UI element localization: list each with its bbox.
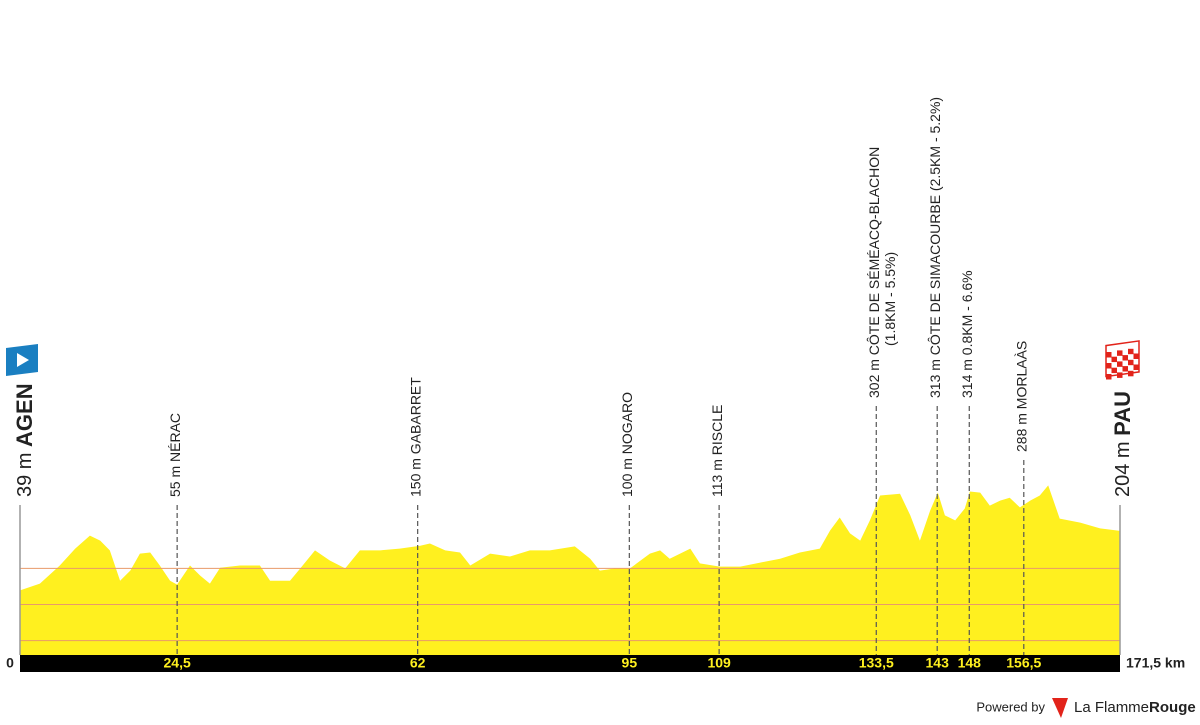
flag-square xyxy=(1111,362,1117,368)
flag-square xyxy=(1133,359,1139,365)
distance-band xyxy=(20,655,1120,672)
flag-square xyxy=(1128,348,1134,355)
waypoint-label: 113 m RISCLE xyxy=(709,405,725,497)
flag-square xyxy=(1111,367,1117,374)
x-tick-label: 171,5 km xyxy=(1126,655,1185,671)
brand-logo xyxy=(1052,698,1068,718)
powered-by: Powered by xyxy=(976,699,1045,714)
flag-square xyxy=(1133,348,1139,354)
start-label: 39 m AGEN xyxy=(12,383,37,497)
flag-square xyxy=(1111,356,1117,363)
finish-elevation: 204 m xyxy=(1112,441,1134,497)
elevation-profile xyxy=(20,485,1120,655)
flag-square xyxy=(1117,361,1123,367)
start-name: AGEN xyxy=(12,383,37,447)
flag-square xyxy=(1117,355,1123,362)
x-tick-label: 143 xyxy=(926,655,950,671)
flag-square xyxy=(1122,366,1128,372)
finish-name: PAU xyxy=(1110,391,1135,436)
flag-square xyxy=(1128,354,1134,360)
start-elevation: 39 m xyxy=(14,453,36,497)
flag-square xyxy=(1122,360,1128,367)
flag-square xyxy=(1133,364,1139,370)
finish-label: 204 m PAU xyxy=(1110,391,1135,497)
flag-square xyxy=(1117,366,1123,373)
brand: La FlammeRouge xyxy=(1074,699,1196,716)
waypoint-label: 288 m MORLAÀS xyxy=(1013,341,1029,452)
flag-square xyxy=(1128,365,1134,371)
waypoint-label: 55 m NÉRAC xyxy=(167,413,183,497)
flag-square xyxy=(1117,350,1123,356)
x-tick-label: 148 xyxy=(958,655,982,671)
flag-border xyxy=(1105,340,1140,378)
x-tick-label: 133,5 xyxy=(859,655,894,671)
flag-square xyxy=(1122,355,1128,361)
flag-square xyxy=(1133,353,1139,359)
waypoint-label: 150 m GABARRET xyxy=(407,377,423,497)
x-tick-label: 62 xyxy=(410,655,426,671)
flag-square xyxy=(1106,357,1112,363)
finish-flag xyxy=(1105,340,1140,380)
start-flag xyxy=(6,344,38,376)
brand-light: La Flamme xyxy=(1074,699,1149,716)
flag-square xyxy=(1106,352,1112,358)
flag-square xyxy=(1106,368,1112,374)
flag-square xyxy=(1106,363,1112,369)
x-tick-label: 24,5 xyxy=(164,655,191,671)
waypoint-label: 314 m 0.8KM - 6.6% xyxy=(959,270,975,398)
brand-bold: Rouge xyxy=(1149,699,1196,716)
x-tick-label: 156,5 xyxy=(1006,655,1041,671)
waypoint-detail: (1.8KM - 5.5%) xyxy=(882,252,898,346)
waypoint-label: 313 m CÔTE DE SIMACOURBE (2.5KM - 5.2%) xyxy=(927,97,943,398)
waypoint-label: 100 m NOGARO xyxy=(619,392,635,497)
x-tick-label: 109 xyxy=(707,655,731,671)
flag-square xyxy=(1111,351,1117,357)
flag-square xyxy=(1122,349,1128,356)
x-tick-label: 95 xyxy=(622,655,638,671)
x-tick-label: 0 xyxy=(6,655,14,671)
flag-square xyxy=(1128,359,1134,366)
waypoint-label: 302 m CÔTE DE SÉMÉACQ-BLACHON xyxy=(866,147,882,398)
